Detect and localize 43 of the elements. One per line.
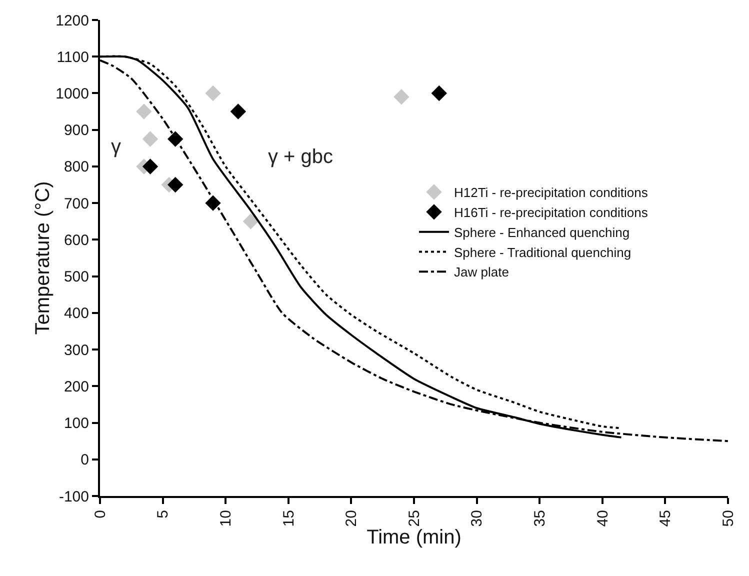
x-tick-label: 45 — [657, 510, 674, 527]
point — [230, 104, 246, 120]
y-tick-label: 0 — [80, 452, 89, 469]
y-tick-label: 800 — [64, 158, 89, 176]
x-tick-label: 25 — [406, 510, 423, 527]
legend-label: H12Ti - re-precipitation conditions — [454, 185, 648, 200]
legend-label: Sphere - Traditional quenching — [454, 244, 632, 260]
point — [243, 214, 258, 230]
point — [142, 158, 158, 174]
y-tick-label: 400 — [64, 305, 89, 322]
y-tick-label: 500 — [64, 268, 89, 286]
annotation: γ — [111, 136, 121, 158]
point — [431, 86, 447, 101]
x-axis-title: Time (min) — [366, 526, 462, 549]
legend-label: Sphere - Enhanced quenching — [454, 224, 630, 240]
x-tick-label: 5 — [154, 510, 172, 518]
annotation: γ + gbc — [268, 146, 334, 168]
x-tick-label: 10 — [217, 510, 234, 527]
point — [168, 177, 184, 192]
x-tick-label: 40 — [594, 510, 612, 527]
y-tick-label: -100 — [58, 488, 89, 506]
point — [205, 86, 221, 101]
y-tick-label: 1000 — [56, 85, 89, 102]
x-tick-label: 15 — [280, 510, 298, 527]
legend-label: Jaw plate — [454, 264, 509, 280]
y-tick-label: 900 — [64, 122, 89, 140]
y-tick-label: 200 — [64, 378, 89, 396]
y-tick-label: 700 — [64, 195, 89, 212]
x-tick-label: 20 — [343, 510, 360, 527]
x-tick-label: 30 — [468, 510, 486, 527]
y-tick-label: 300 — [64, 342, 89, 359]
y-tick-label: 600 — [64, 232, 89, 249]
x-tick-label: 35 — [531, 510, 548, 527]
point — [142, 131, 158, 147]
legend-label: H16Ti - re-precipitation conditions — [454, 205, 648, 220]
x-tick-label: 50 — [720, 510, 737, 527]
y-tick-label: 1100 — [56, 48, 89, 66]
y-tick-label: 1200 — [56, 12, 89, 30]
x-tick-label: 0 — [92, 510, 109, 518]
point — [394, 89, 410, 105]
point — [136, 104, 152, 120]
y-tick-label: 100 — [64, 415, 89, 432]
y-axis-title: Temperature (°C) — [32, 181, 54, 335]
